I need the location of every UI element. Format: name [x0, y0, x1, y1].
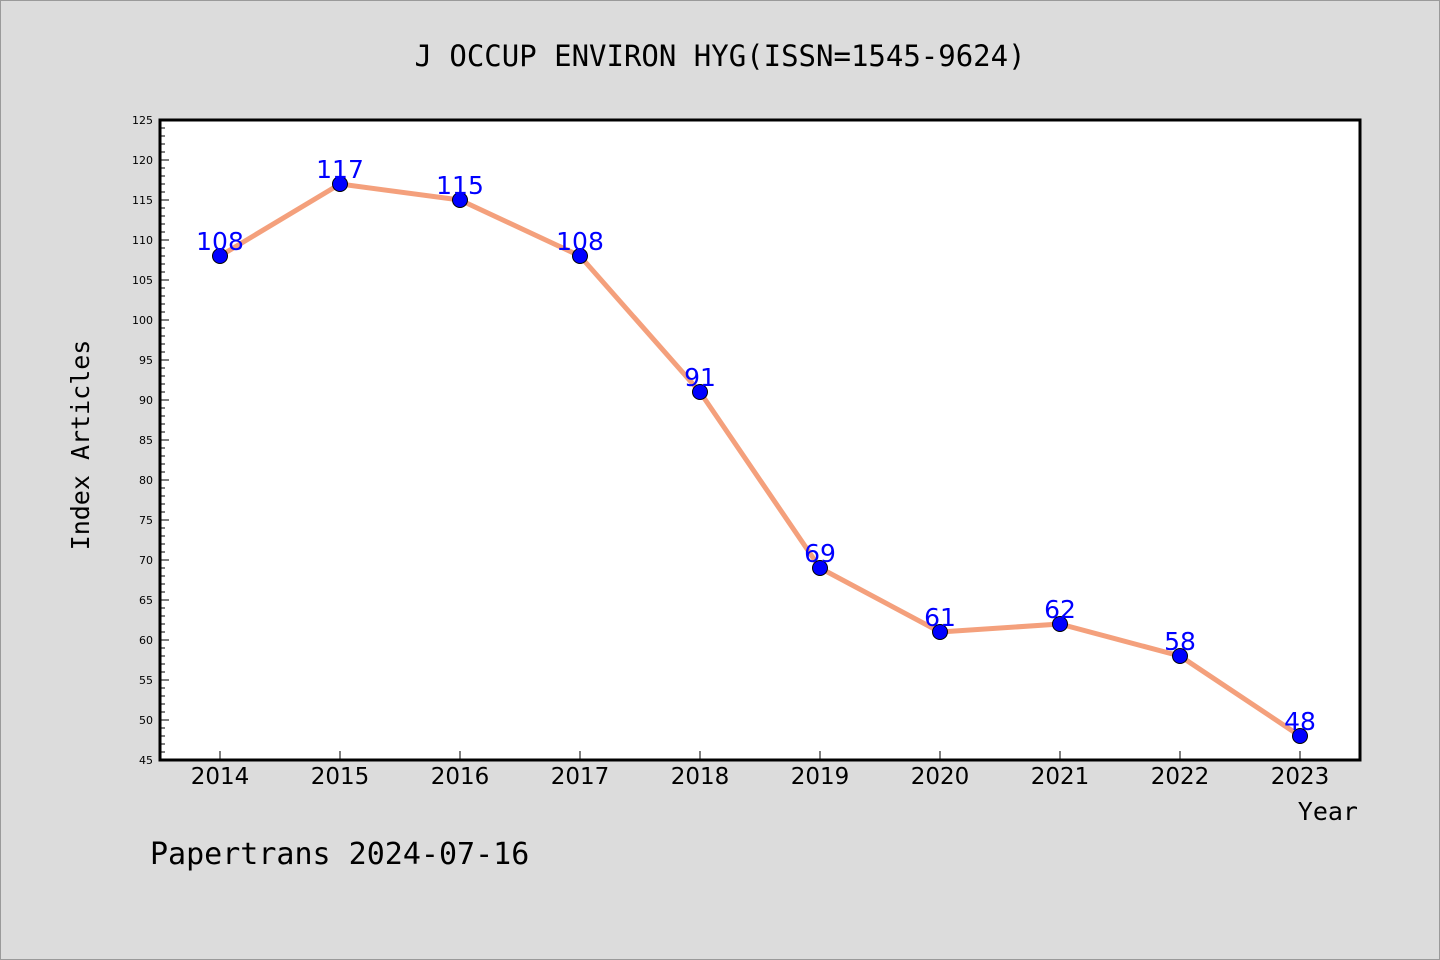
data-label: 108 — [196, 227, 244, 256]
series-layer: 108 117 115 108 91 69 61 62 58 48 — [196, 155, 1316, 744]
data-label: 62 — [1044, 595, 1076, 624]
data-point — [1292, 728, 1308, 744]
x-tick-label: 2018 — [671, 764, 730, 790]
data-label: 48 — [1284, 707, 1316, 736]
x-tick-label: 2016 — [431, 764, 490, 790]
y-tick-label: 125 — [132, 114, 153, 127]
y-tick-label: 100 — [132, 314, 153, 327]
y-tick-label: 85 — [139, 434, 153, 447]
x-tick-label: 2019 — [791, 764, 850, 790]
data-point — [812, 560, 828, 576]
x-tick-label: 2022 — [1151, 764, 1210, 790]
y-tick-label: 90 — [139, 394, 153, 407]
data-point — [932, 624, 948, 640]
data-point — [332, 176, 348, 192]
data-point — [452, 192, 468, 208]
y-tick-label: 75 — [139, 514, 153, 527]
y-tick-label: 45 — [139, 754, 153, 767]
data-point — [1172, 648, 1188, 664]
series-line — [217, 181, 1303, 739]
data-label: 91 — [684, 363, 716, 392]
x-tick-label: 2015 — [311, 764, 370, 790]
y-tick-label: 70 — [139, 554, 153, 567]
data-point — [572, 248, 588, 264]
y-axis-title: Index Articles — [66, 340, 95, 551]
y-tick-label: 95 — [139, 354, 153, 367]
data-label: 58 — [1164, 627, 1196, 656]
data-label: 115 — [436, 171, 484, 200]
chart-title: J OCCUP ENVIRON HYG(ISSN=1545-9624) — [414, 39, 1025, 73]
x-tick-label: 2017 — [551, 764, 610, 790]
y-tick-label: 115 — [132, 194, 153, 207]
y-tick-label: 65 — [139, 594, 153, 607]
footer-credit: Papertrans 2024-07-16 — [150, 837, 529, 872]
y-tick-label: 120 — [132, 154, 153, 167]
y-tick-label: 110 — [132, 234, 153, 247]
y-tick-label: 60 — [139, 634, 153, 647]
y-tick-label: 105 — [132, 274, 153, 287]
x-tick-label: 2023 — [1271, 764, 1330, 790]
data-label: 69 — [804, 539, 836, 568]
plot-area — [158, 118, 1362, 762]
data-point — [1052, 616, 1068, 632]
y-tick-label: 80 — [139, 474, 153, 487]
data-label: 108 — [556, 227, 604, 256]
data-point — [212, 248, 228, 264]
data-point — [692, 384, 708, 400]
x-tick-label: 2020 — [911, 764, 970, 790]
y-tick-label: 55 — [139, 674, 153, 687]
x-axis-title: Year — [1298, 797, 1358, 826]
x-axis: 2014 2015 2016 2017 2018 2019 2020 2021 2022 2023 — [191, 751, 1330, 790]
y-axis: 45 50 55 60 65 70 75 80 85 90 95 100 105 110 115 120 125 — [132, 114, 169, 767]
data-label: 61 — [924, 603, 956, 632]
y-tick-label: 50 — [139, 714, 153, 727]
x-tick-label: 2021 — [1031, 764, 1090, 790]
x-tick-label: 2014 — [191, 764, 250, 790]
data-label: 117 — [316, 155, 364, 184]
